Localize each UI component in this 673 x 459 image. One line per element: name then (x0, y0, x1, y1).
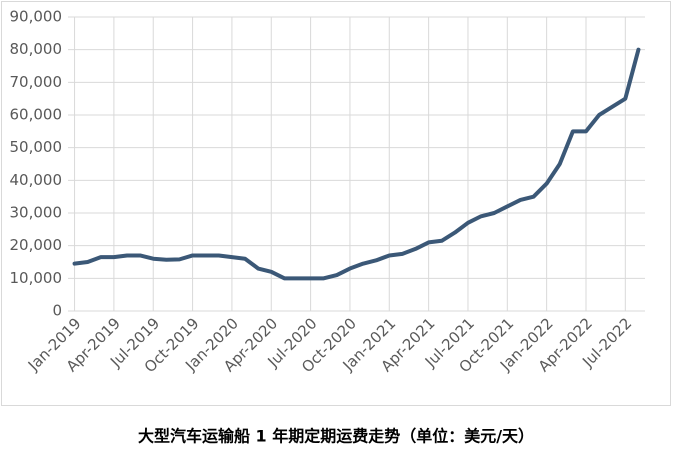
y-tick-label: 60,000 (10, 106, 63, 124)
y-tick-label: 70,000 (10, 73, 63, 91)
y-tick-label: 40,000 (10, 171, 63, 189)
line-series (72, 47, 641, 281)
chart-title: 大型汽车运输船 1 年期定期运费走势（单位：美元/天） (138, 427, 534, 446)
y-tick-label: 20,000 (10, 236, 63, 254)
y-tick-label: 50,000 (10, 138, 63, 156)
y-tick-label: 30,000 (10, 204, 63, 222)
y-tick-label: 80,000 (10, 40, 63, 58)
y-tick-label: 90,000 (10, 8, 63, 26)
chart-frame (1, 1, 671, 406)
y-tick-label: 10,000 (10, 269, 63, 287)
y-tick-label: 0 (52, 302, 62, 320)
